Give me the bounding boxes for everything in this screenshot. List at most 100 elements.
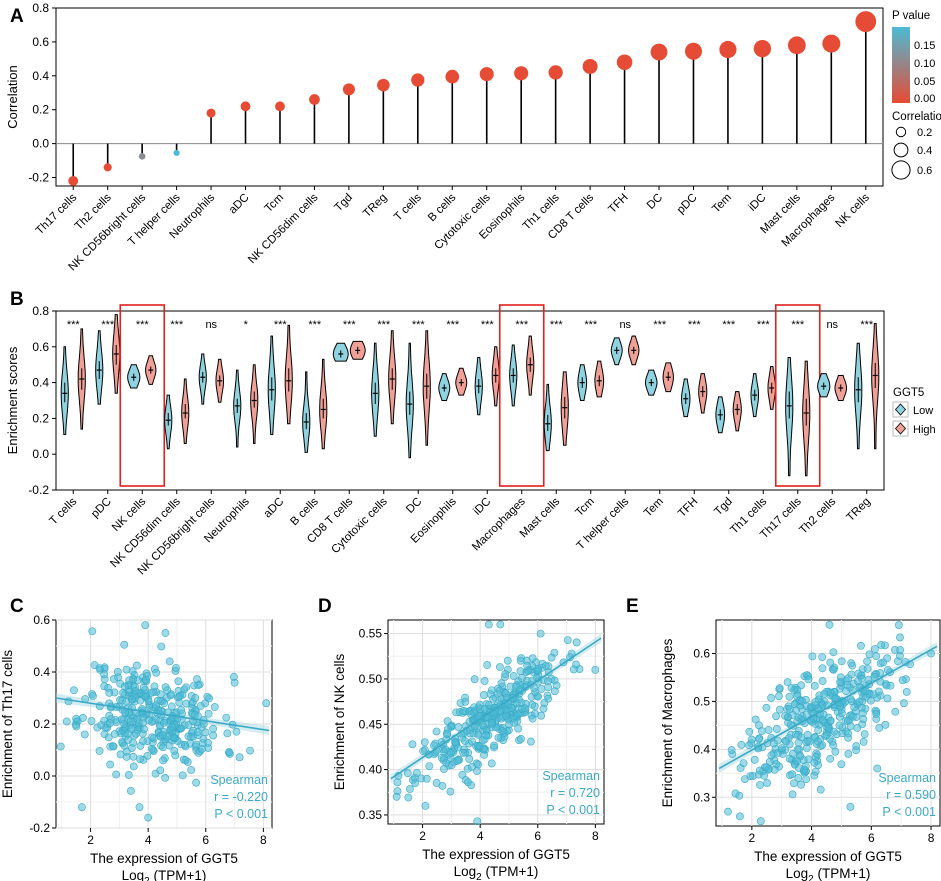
scatter-point bbox=[837, 657, 846, 666]
scatter-point bbox=[184, 721, 193, 729]
significance-label: *** bbox=[722, 319, 736, 331]
x-tick-label: TFH bbox=[606, 192, 630, 216]
scatter-point bbox=[80, 730, 89, 739]
size-legend-circle bbox=[893, 142, 909, 158]
stat-label: P < 0.001 bbox=[214, 807, 268, 821]
scatter-point bbox=[537, 685, 546, 693]
scatter-point bbox=[865, 650, 874, 659]
scatter-point bbox=[420, 738, 429, 747]
scatter-point bbox=[810, 682, 819, 690]
scatter-point bbox=[120, 640, 129, 649]
scatter-point bbox=[483, 661, 492, 669]
scatter-point bbox=[763, 779, 771, 787]
scatter-point bbox=[167, 702, 176, 711]
scatter-point bbox=[800, 765, 809, 774]
scatter-point bbox=[150, 682, 159, 691]
scatter-point bbox=[735, 791, 744, 800]
violin-low bbox=[302, 371, 311, 453]
scatter-point bbox=[791, 730, 800, 739]
scatter-point bbox=[793, 757, 802, 765]
x-tick-label: Tem bbox=[710, 192, 734, 216]
scatter-point bbox=[727, 746, 736, 754]
scatter-point bbox=[826, 754, 835, 763]
x-axis-title: The expression of GGT5 bbox=[754, 849, 902, 864]
scatter-point bbox=[516, 735, 525, 743]
x-tick-label: iDC bbox=[471, 496, 493, 518]
scatter-point bbox=[787, 684, 796, 692]
scatter-point bbox=[121, 708, 129, 717]
scatter-point bbox=[854, 669, 863, 678]
y-axis-title: Enrichment of Th17 cells bbox=[0, 650, 15, 799]
scatter-point bbox=[446, 748, 455, 757]
y-tick-label: 0.8 bbox=[32, 1, 49, 15]
scatter-point bbox=[859, 737, 868, 746]
panel-letter-B: B bbox=[10, 289, 24, 310]
scatter-point bbox=[846, 802, 855, 811]
scatter-point bbox=[454, 723, 463, 731]
x-axis-subtitle: Log2 (TPM+1) bbox=[454, 864, 539, 881]
x-axis-subtitle-subscript: 2 bbox=[476, 872, 482, 881]
scatter-point bbox=[746, 772, 755, 780]
panel-e-scatter: 2 4 6 8 0.3 0.4 0.5 0.6 The expression of GGT5 Lo… bbox=[660, 619, 941, 881]
ggt5-legend: GGT5 Low High bbox=[892, 387, 936, 437]
scatter-point bbox=[478, 721, 487, 729]
scatter-point bbox=[100, 730, 109, 739]
scatter-point bbox=[777, 744, 786, 753]
scatter-point bbox=[756, 781, 764, 789]
scatter-point bbox=[843, 681, 852, 689]
scatter-point bbox=[474, 731, 483, 739]
scatter-point bbox=[89, 692, 97, 700]
scatter-point bbox=[141, 686, 150, 694]
x-tick-label: B cells bbox=[288, 495, 321, 528]
scatter-point bbox=[225, 748, 234, 756]
scatter-point bbox=[459, 748, 467, 757]
scatter-point bbox=[876, 669, 885, 677]
x-tick-label: Tem bbox=[642, 496, 666, 520]
scatter-point bbox=[404, 793, 413, 802]
panel-a-plot-frame bbox=[55, 7, 884, 187]
scatter-point bbox=[210, 703, 219, 711]
scatter-point bbox=[755, 766, 764, 775]
scatter-point bbox=[489, 694, 497, 703]
y-axis-title: Enrichment of Macrophages bbox=[660, 638, 675, 807]
scatter-point bbox=[100, 682, 109, 691]
scatter-point bbox=[116, 750, 125, 759]
scatter-point bbox=[181, 756, 190, 765]
lollipop-point bbox=[719, 40, 737, 59]
scatter-point bbox=[847, 670, 856, 679]
x-axis-subtitle-subscript: 2 bbox=[808, 874, 814, 881]
scatter-point bbox=[811, 698, 820, 707]
lollipop-point bbox=[548, 65, 563, 80]
scatter-point bbox=[78, 803, 86, 812]
highlight-box bbox=[498, 304, 545, 487]
scatter-point bbox=[818, 653, 827, 661]
scatter-point bbox=[527, 737, 535, 746]
scatter-point bbox=[204, 709, 213, 718]
lollipop-point bbox=[377, 78, 390, 92]
significance-label: *** bbox=[860, 319, 874, 331]
x-tick-label: 2 bbox=[87, 833, 94, 847]
scatter-point bbox=[176, 691, 185, 700]
stat-label: r = 0.720 bbox=[550, 786, 600, 800]
scatter-point bbox=[495, 686, 504, 695]
scatter-point bbox=[193, 675, 201, 684]
scatter-point bbox=[95, 664, 104, 673]
y-tick-label: 0.4 bbox=[33, 665, 50, 679]
scatter-point bbox=[95, 746, 104, 755]
scatter-point bbox=[133, 661, 141, 670]
scatter-point bbox=[826, 716, 835, 725]
scatter-point bbox=[724, 807, 732, 816]
scatter-point bbox=[501, 670, 510, 678]
x-tick-label: TReg bbox=[361, 192, 389, 220]
x-tick-label: Th2 cells bbox=[797, 495, 838, 536]
lollipop-point bbox=[822, 34, 841, 53]
scatter-point bbox=[757, 727, 766, 735]
scatter-point bbox=[419, 747, 428, 756]
scatter-point bbox=[510, 718, 519, 727]
y-axis-title: Enrichment scores bbox=[5, 346, 20, 454]
scatter-point bbox=[177, 706, 186, 714]
scatter-point bbox=[818, 677, 827, 685]
scatter-point bbox=[793, 745, 802, 754]
x-axis-subtitle-suffix: (TPM+1) bbox=[814, 866, 871, 881]
scatter-point bbox=[470, 675, 479, 684]
